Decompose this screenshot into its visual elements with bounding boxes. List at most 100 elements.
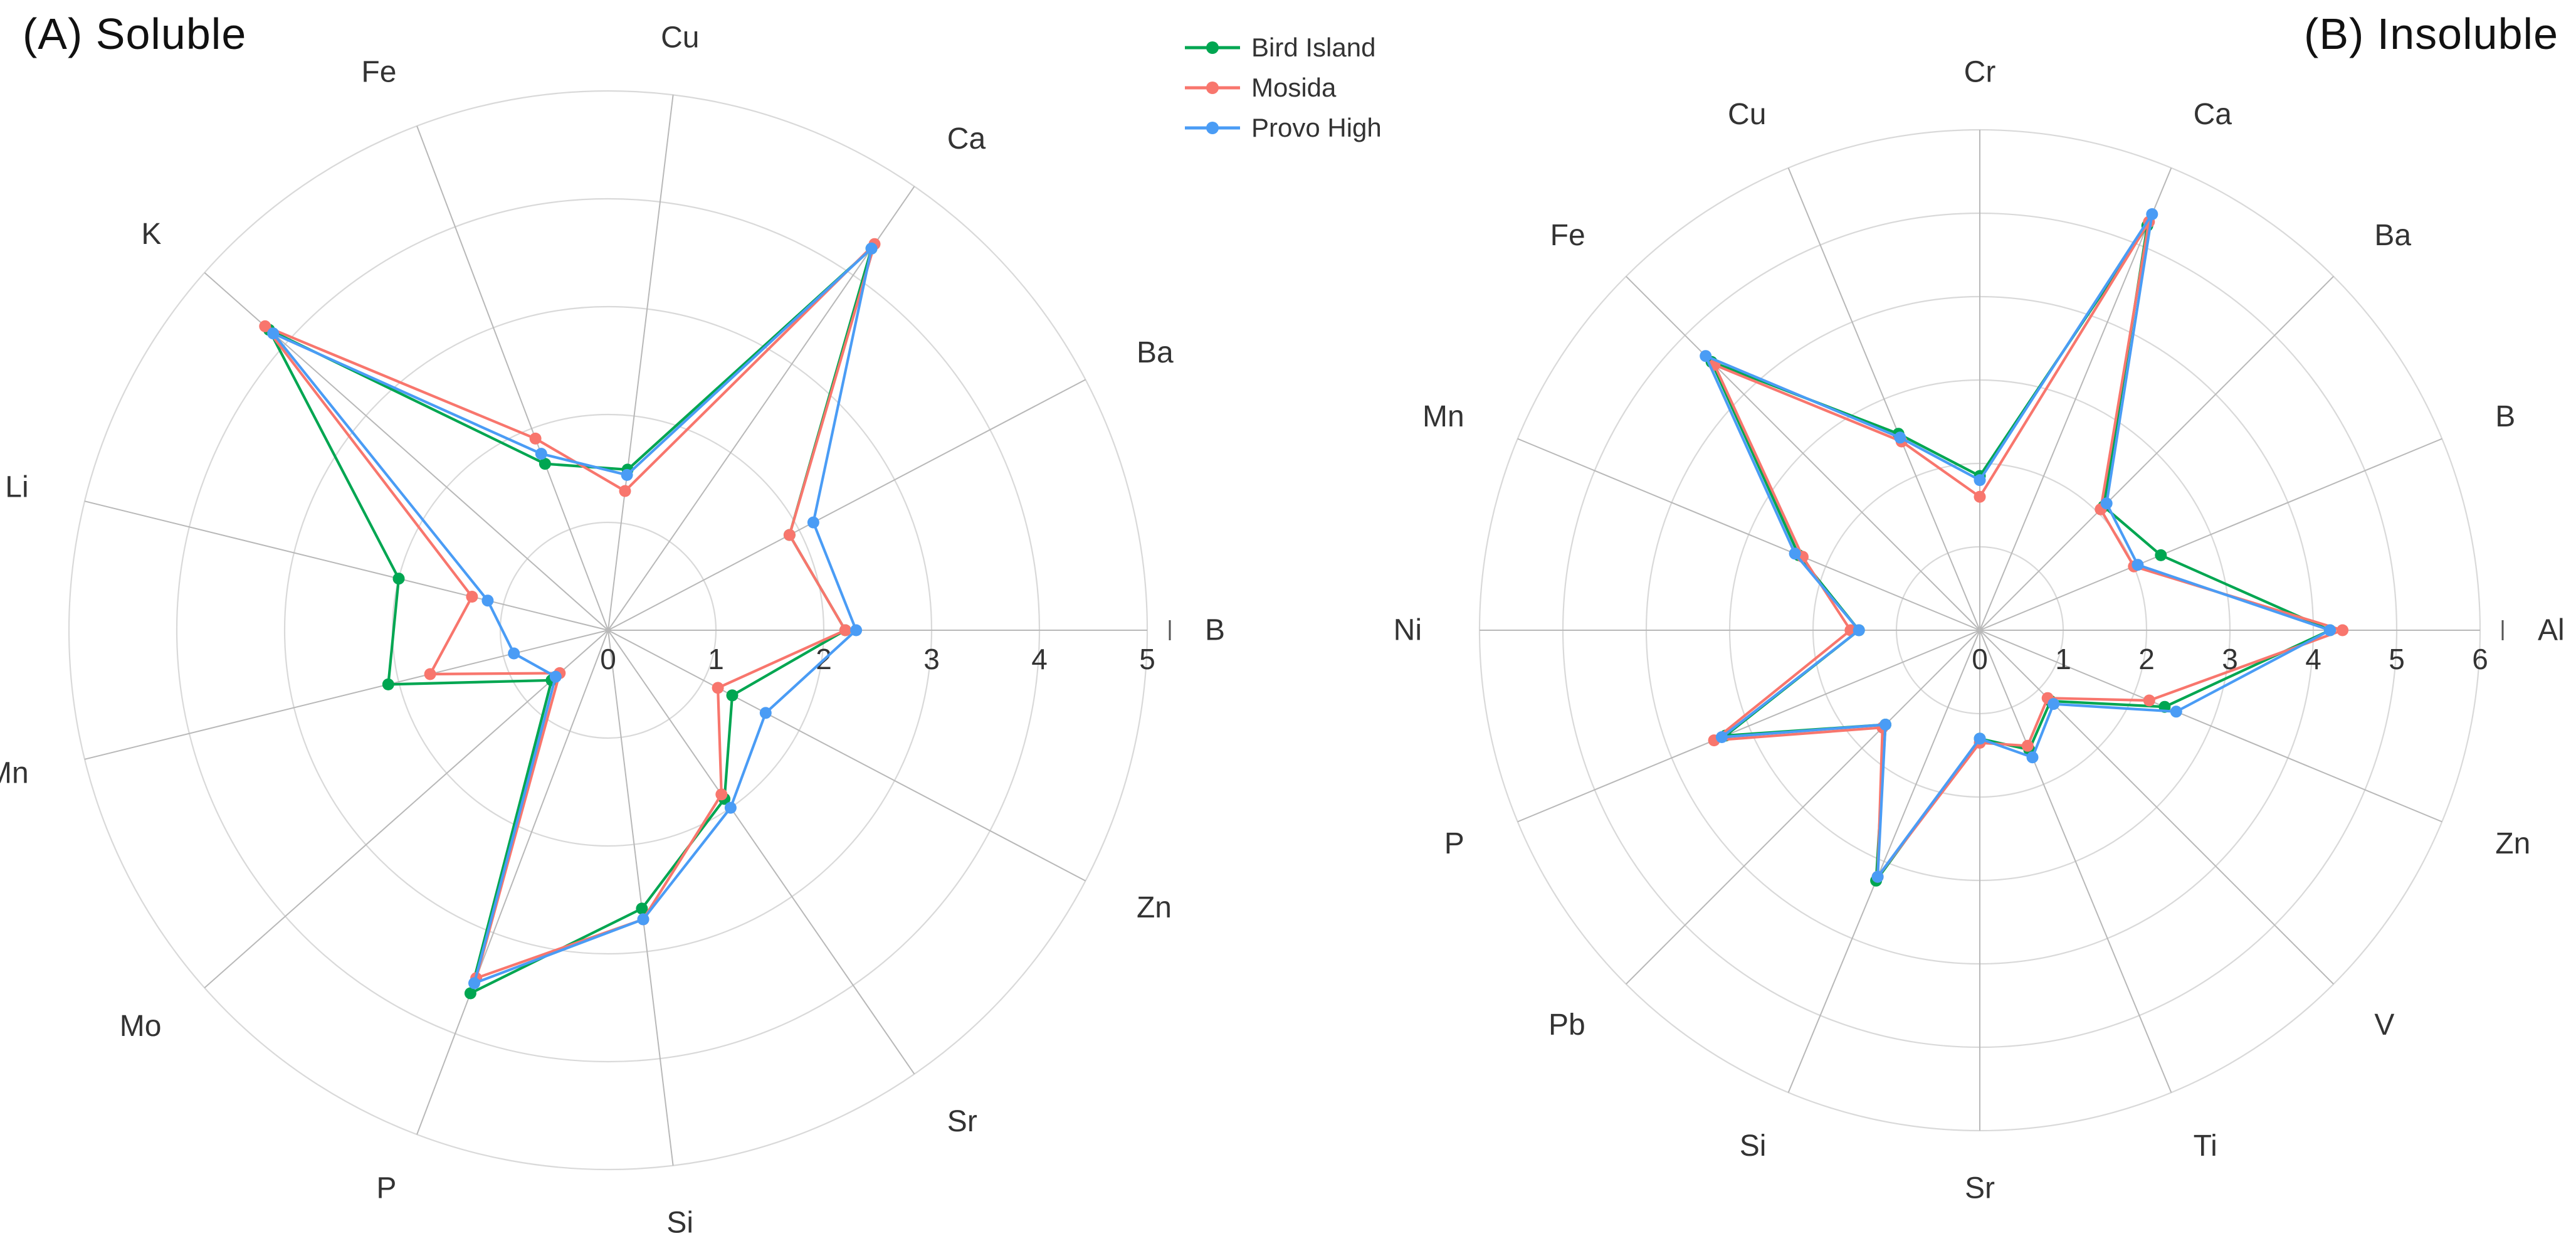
- series-marker-mosida: [712, 682, 724, 694]
- grid-spoke: [607, 95, 674, 631]
- grid-spoke: [607, 630, 915, 1075]
- axis-label-Ba: Ba: [2374, 219, 2411, 252]
- radial-tick-label: 5: [1139, 643, 1155, 675]
- axis-label-Ba: Ba: [1137, 336, 1174, 369]
- series-marker-bird-island: [382, 678, 394, 690]
- series-marker-mosida: [783, 529, 796, 541]
- axis-label-Sr: Sr: [1965, 1172, 1995, 1205]
- series-marker-provo-high: [2146, 208, 2158, 220]
- grid-spoke: [1979, 167, 2172, 631]
- radial-tick-label: 6: [2472, 643, 2488, 675]
- grid-spoke: [416, 125, 609, 631]
- series-marker-provo-high: [1894, 431, 1906, 444]
- series-marker-provo-high: [1715, 731, 1728, 743]
- axis-label-B: B: [1205, 614, 1225, 647]
- series-marker-mosida: [259, 320, 271, 332]
- grid-spoke: [1517, 438, 1980, 631]
- series-line-mosida: [1713, 220, 2344, 879]
- series-marker-mosida: [2021, 739, 2034, 752]
- series-line-mosida: [263, 243, 876, 980]
- series-marker-provo-high: [807, 516, 819, 529]
- grid-spoke: [1979, 276, 2334, 631]
- series-marker-provo-high: [2132, 559, 2144, 571]
- series-marker-provo-high: [481, 594, 494, 607]
- axis-label-Pb: Pb: [1548, 1008, 1585, 1042]
- series-marker-mosida: [839, 624, 851, 636]
- series-marker-provo-high: [1789, 547, 1801, 560]
- axis-label-Fe: Fe: [1550, 219, 1585, 252]
- grid-spoke: [1979, 438, 2442, 631]
- grid-spoke: [1626, 630, 1980, 985]
- grid-spoke: [416, 630, 609, 1135]
- panel-b-title: (B) Insoluble: [2304, 9, 2558, 58]
- axis-label-Ti: Ti: [2194, 1129, 2217, 1163]
- series-marker-bird-island: [2155, 549, 2167, 561]
- legend-marker-icon: [1185, 82, 1240, 94]
- legend-marker-icon: [1185, 41, 1240, 54]
- grid-spoke: [1517, 630, 1980, 823]
- radial-tick-label: 4: [1031, 643, 1048, 675]
- axis-label-V: V: [2374, 1008, 2394, 1042]
- axis-label-Mn: Mn: [1422, 400, 1464, 433]
- grid-spoke: [607, 379, 1086, 631]
- series-marker-provo-high: [724, 801, 737, 814]
- series-marker-provo-high: [2170, 705, 2182, 718]
- legend-item-label: Provo High: [1251, 113, 1382, 142]
- series-marker-provo-high: [621, 468, 633, 481]
- axis-label-K: K: [141, 218, 161, 251]
- legend-item-label: Mosida: [1251, 73, 1337, 102]
- radial-tick-label: 1: [2055, 643, 2071, 675]
- grid-spoke: [1979, 630, 2172, 1093]
- axis-label-P: P: [376, 1172, 396, 1205]
- series-marker-mosida: [466, 591, 478, 603]
- series-marker-provo-high: [2048, 698, 2060, 710]
- series-marker-provo-high: [267, 327, 280, 340]
- series-marker-mosida: [619, 485, 631, 497]
- radial-tick-label: 2: [2138, 643, 2155, 675]
- series-marker-mosida: [529, 432, 542, 445]
- axis-label-Cu: Cu: [1728, 98, 1766, 131]
- series-marker-provo-high: [535, 448, 547, 460]
- radial-tick-label: 0: [1972, 643, 1988, 675]
- series-marker-provo-high: [468, 977, 480, 990]
- panel-a-title: (A) Soluble: [23, 9, 247, 58]
- grid-spoke: [1979, 630, 2334, 985]
- axis-label-Li: Li: [5, 471, 28, 504]
- grid-spoke: [607, 630, 674, 1166]
- axis-label-Mn: Mn: [0, 756, 29, 790]
- series-marker-bird-island: [539, 458, 551, 470]
- axis-label-Ni: Ni: [1394, 614, 1422, 647]
- axis-label-Zn: Zn: [2495, 827, 2530, 860]
- series-marker-mosida: [424, 668, 436, 680]
- series-marker-provo-high: [2100, 497, 2113, 510]
- grid-spoke: [1979, 630, 2442, 823]
- series-marker-bird-island: [636, 902, 648, 915]
- series-marker-provo-high: [549, 670, 562, 683]
- axis-label-Mo: Mo: [120, 1010, 162, 1043]
- series-marker-mosida: [2143, 694, 2155, 707]
- axis-label-Fe: Fe: [361, 55, 396, 88]
- series-marker-provo-high: [637, 913, 649, 926]
- series-line-provo-high: [271, 247, 873, 985]
- legend-item-mosida: Mosida: [1184, 73, 1382, 103]
- series-marker-bird-island: [726, 689, 739, 702]
- radial-tick-label: 5: [2389, 643, 2405, 675]
- series-marker-provo-high: [850, 624, 863, 636]
- legend-marker-icon: [1185, 122, 1240, 134]
- legend-item-bird-island: Bird Island: [1184, 33, 1382, 63]
- axis-label-Si: Si: [1740, 1129, 1767, 1163]
- axis-label-Cr: Cr: [1964, 56, 1996, 89]
- axis-label-Sr: Sr: [947, 1105, 977, 1138]
- radial-tick-label: 4: [2305, 643, 2321, 675]
- axis-label-Si: Si: [666, 1207, 693, 1236]
- radar-chart-asoluble: BBaCaCuFeKLiMnMoPSiSrZn012345: [0, 21, 1225, 1236]
- axis-label-Al: Al: [2538, 614, 2565, 647]
- series-marker-bird-island: [392, 573, 405, 585]
- axis-label-Ca: Ca: [947, 122, 986, 156]
- series-marker-provo-high: [1853, 624, 1865, 636]
- axis-label-P: P: [1444, 827, 1464, 860]
- radial-tick-label: 0: [600, 643, 616, 675]
